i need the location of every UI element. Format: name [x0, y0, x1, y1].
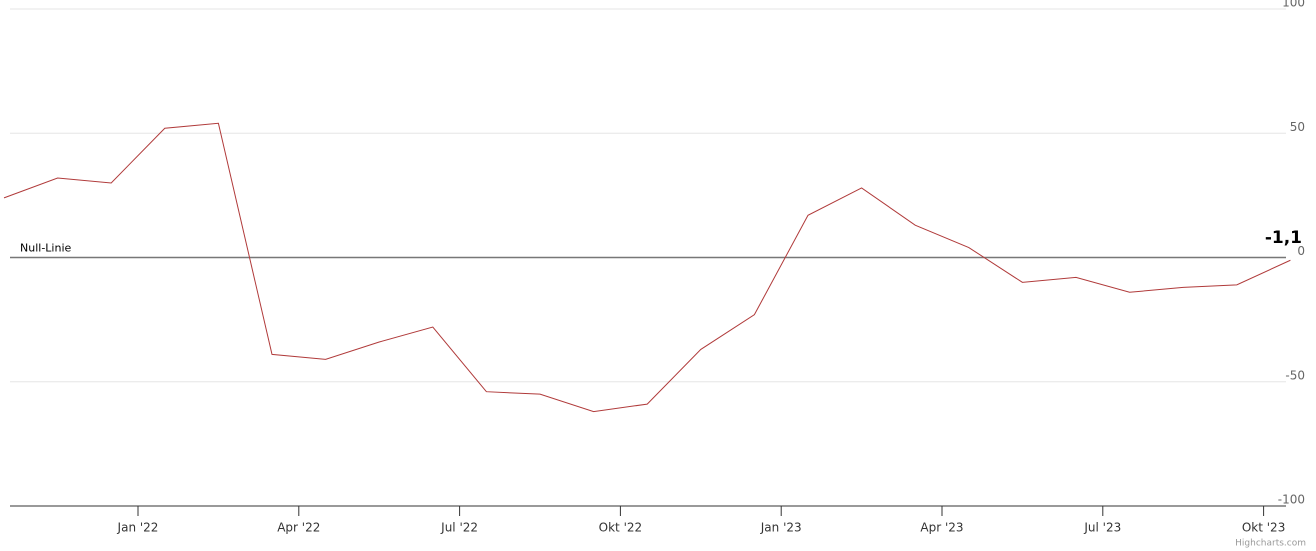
credits: Highcharts.com [1235, 539, 1306, 549]
y-tick-label: -50 [1285, 368, 1305, 382]
x-tick-label: Apr '22 [277, 521, 320, 535]
x-tick-label: Jul '23 [1083, 521, 1121, 535]
y-tick-label: -100 [1278, 493, 1305, 507]
x-tick-label: Apr '23 [920, 521, 963, 535]
x-tick-label: Okt '23 [1242, 521, 1285, 535]
y-tick-label: 50 [1290, 120, 1305, 134]
x-tick-label: Okt '22 [599, 521, 642, 535]
y-tick-label: 0 [1297, 244, 1305, 258]
x-tick-label: Jan '23 [760, 521, 802, 535]
line-series [3, 122, 1291, 413]
plot-line-label: Null-Linie [20, 242, 71, 255]
x-tick-label: Jan '22 [117, 521, 159, 535]
data-label: -1,1 [1265, 228, 1302, 248]
y-tick-label: 100 [1282, 0, 1305, 10]
x-tick-label: Jul '22 [440, 521, 478, 535]
